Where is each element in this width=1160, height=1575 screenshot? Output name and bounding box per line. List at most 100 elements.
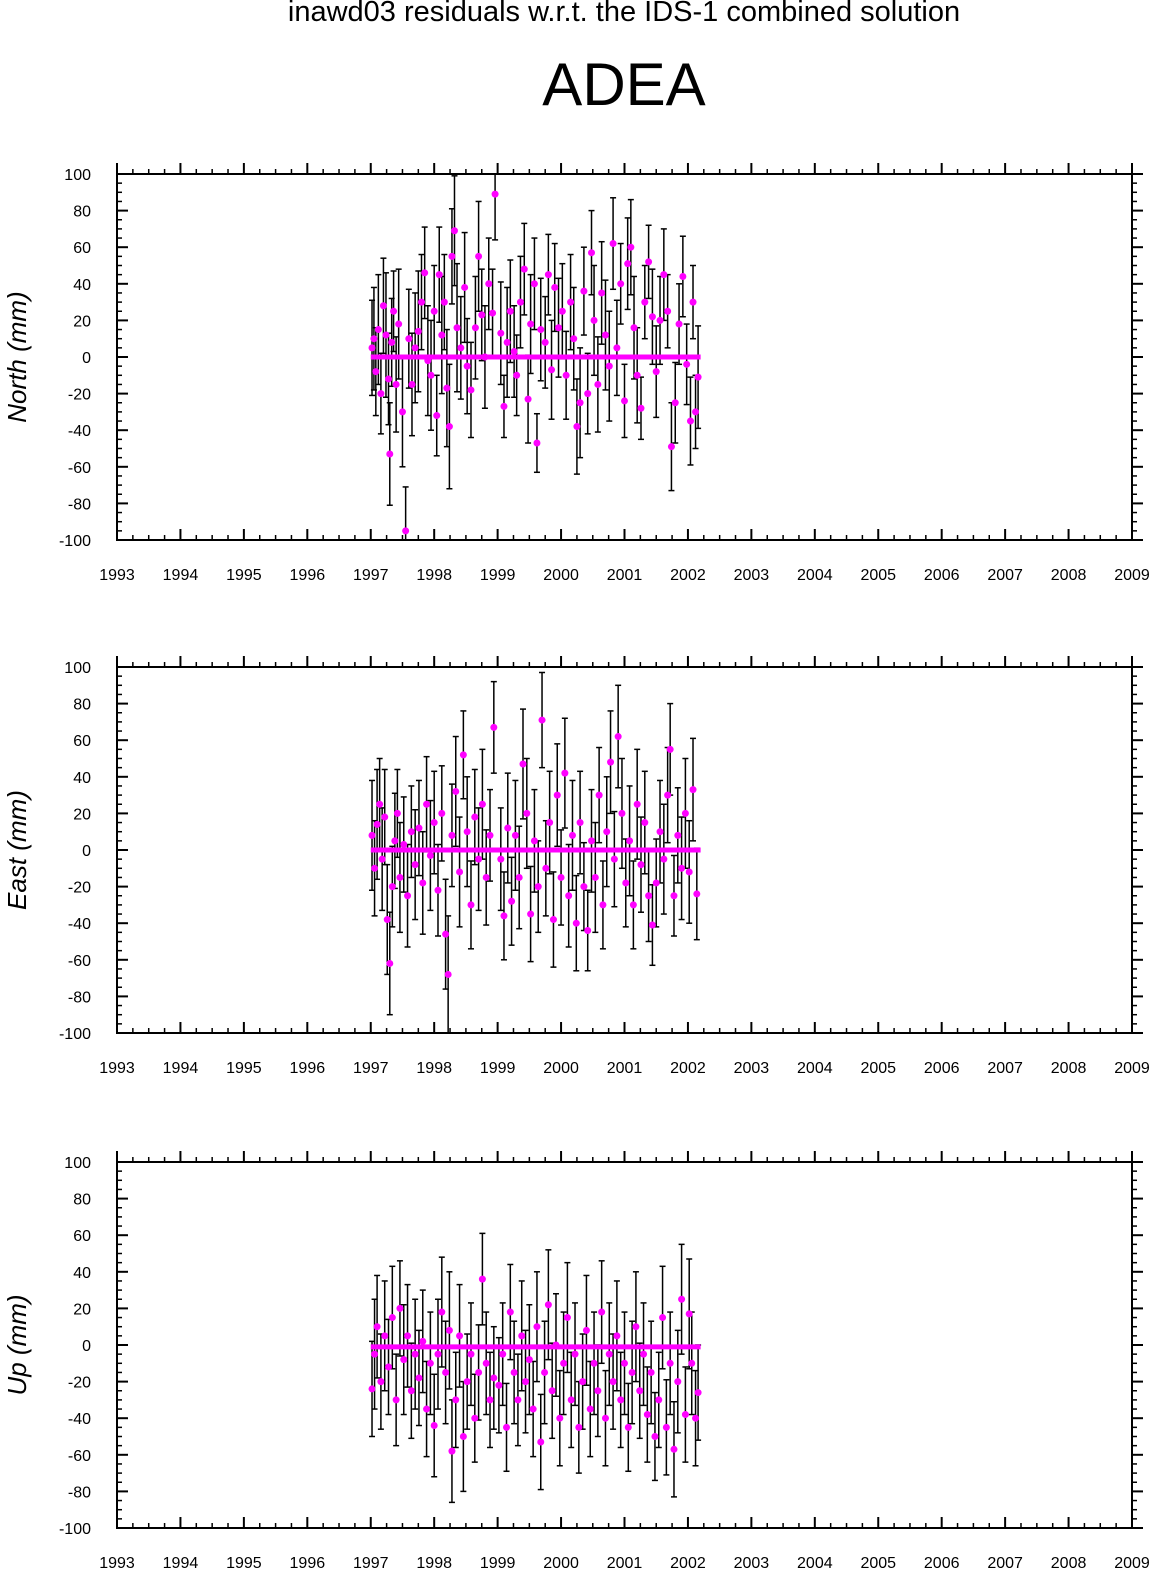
data-point <box>605 362 613 370</box>
data-point <box>580 287 588 295</box>
data-point <box>548 1387 556 1395</box>
data-point <box>490 723 498 731</box>
data-point <box>388 338 396 346</box>
data-point <box>613 344 621 352</box>
data-point <box>603 828 611 836</box>
data-point <box>385 375 393 383</box>
data-point <box>419 879 427 887</box>
x-tick-label: 2003 <box>734 567 770 584</box>
data-point <box>660 855 668 863</box>
x-tick-label: 2001 <box>607 1060 643 1077</box>
y-tick-label: 40 <box>73 1265 91 1282</box>
data-point <box>448 252 456 260</box>
x-tick-label: 2005 <box>860 1555 896 1572</box>
data-point <box>551 283 559 291</box>
data-point <box>503 338 511 346</box>
data-point <box>508 897 516 905</box>
data-point <box>645 892 653 900</box>
data-point <box>576 819 584 827</box>
data-point <box>478 311 486 319</box>
data-point <box>594 380 602 388</box>
data-point <box>426 1359 434 1367</box>
data-point <box>499 1350 507 1358</box>
data-point <box>694 373 702 381</box>
x-tick-label: 2004 <box>797 1060 833 1077</box>
x-tick-label: 1997 <box>353 567 389 584</box>
y-tick-label: 80 <box>73 1192 91 1209</box>
data-point <box>632 1323 640 1331</box>
x-tick-label: 2008 <box>1051 567 1087 584</box>
data-point <box>371 864 379 872</box>
x-tick-label: 2000 <box>543 567 579 584</box>
data-point <box>385 1363 393 1371</box>
x-tick-label: 1993 <box>99 1060 135 1077</box>
data-point <box>405 335 413 343</box>
data-point <box>520 265 528 273</box>
data-point <box>548 366 556 374</box>
y-tick-label: 100 <box>64 167 91 184</box>
x-tick-label: 2005 <box>860 1060 896 1077</box>
x-tick-label: 1993 <box>99 567 135 584</box>
data-point <box>580 883 588 891</box>
y-tick-label: -80 <box>68 989 91 1006</box>
data-point <box>594 1387 602 1395</box>
data-point <box>643 1411 651 1419</box>
data-point <box>659 1314 667 1322</box>
data-point <box>463 362 471 370</box>
x-tick-label: 2001 <box>607 567 643 584</box>
data-point <box>666 1359 674 1367</box>
data-point <box>379 302 387 310</box>
data-point <box>392 380 400 388</box>
data-point <box>621 1359 628 1367</box>
x-tick-label: 1996 <box>290 1555 326 1572</box>
y-tick-label: -80 <box>68 1484 91 1501</box>
data-point <box>670 1445 678 1453</box>
x-tick-label: 1996 <box>290 1060 326 1077</box>
data-point <box>530 837 538 845</box>
data-point <box>430 307 438 315</box>
data-point <box>681 809 689 817</box>
data-point <box>500 912 508 920</box>
data-point <box>435 271 443 279</box>
data-point <box>685 1310 693 1318</box>
data-point <box>373 820 381 828</box>
data-point <box>513 371 521 379</box>
data-point <box>378 855 386 863</box>
y-tick-label: -100 <box>59 1521 91 1538</box>
y-tick-label: 100 <box>64 660 91 677</box>
y-tick-label: -60 <box>68 460 91 477</box>
data-point <box>675 320 683 328</box>
data-point <box>542 864 550 872</box>
data-point <box>485 280 493 288</box>
y-tick-label: -20 <box>68 387 91 404</box>
data-point <box>601 331 609 339</box>
data-point <box>622 879 630 887</box>
station-title: ADEA <box>542 51 706 118</box>
data-point <box>497 855 505 863</box>
data-point <box>407 828 415 836</box>
data-point <box>575 1423 583 1431</box>
data-point <box>442 1368 450 1376</box>
x-tick-label: 1995 <box>226 567 262 584</box>
data-point <box>424 357 432 365</box>
data-point <box>652 879 660 887</box>
data-point <box>565 892 573 900</box>
data-point <box>461 283 469 291</box>
data-point <box>486 1396 494 1404</box>
data-point <box>377 390 385 398</box>
data-point <box>656 828 664 836</box>
data-point <box>686 417 694 425</box>
data-point <box>617 1396 625 1404</box>
data-point <box>404 892 412 900</box>
data-point <box>562 371 570 379</box>
data-point <box>670 892 678 900</box>
x-tick-label: 2007 <box>987 567 1023 584</box>
data-point <box>374 326 382 334</box>
data-point <box>524 395 532 403</box>
data-point <box>523 809 531 817</box>
data-point <box>415 1374 423 1382</box>
data-point <box>408 380 416 388</box>
data-point <box>537 1438 545 1446</box>
data-point <box>610 855 618 863</box>
data-point <box>471 1414 479 1422</box>
